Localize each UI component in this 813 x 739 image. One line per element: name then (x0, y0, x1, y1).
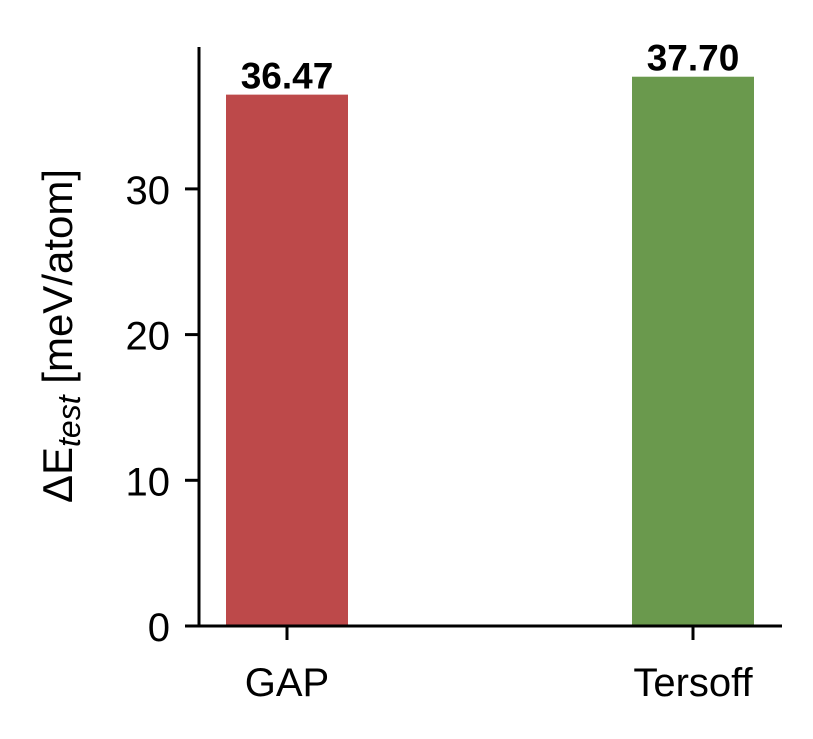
x-tick-label: GAP (245, 661, 329, 705)
bar-value-label: 36.47 (241, 56, 334, 97)
y-axis-label: ΔEtest [meV/atom] (34, 169, 87, 503)
y-tick-label: 0 (148, 606, 170, 650)
y-tick-label: 20 (126, 315, 171, 359)
y-tick-label: 10 (126, 460, 171, 504)
bar-value-label: 37.70 (647, 38, 740, 79)
bar-gap (226, 94, 348, 627)
y-ticks: 0 10 20 30 (126, 169, 199, 650)
y-tick-label: 30 (126, 169, 171, 213)
x-tick-label: Tersoff (633, 661, 753, 705)
x-ticks: GAP Tersoff (245, 626, 754, 705)
bar-tersoff (632, 76, 754, 626)
bars: 36.47 37.70 (226, 38, 754, 627)
